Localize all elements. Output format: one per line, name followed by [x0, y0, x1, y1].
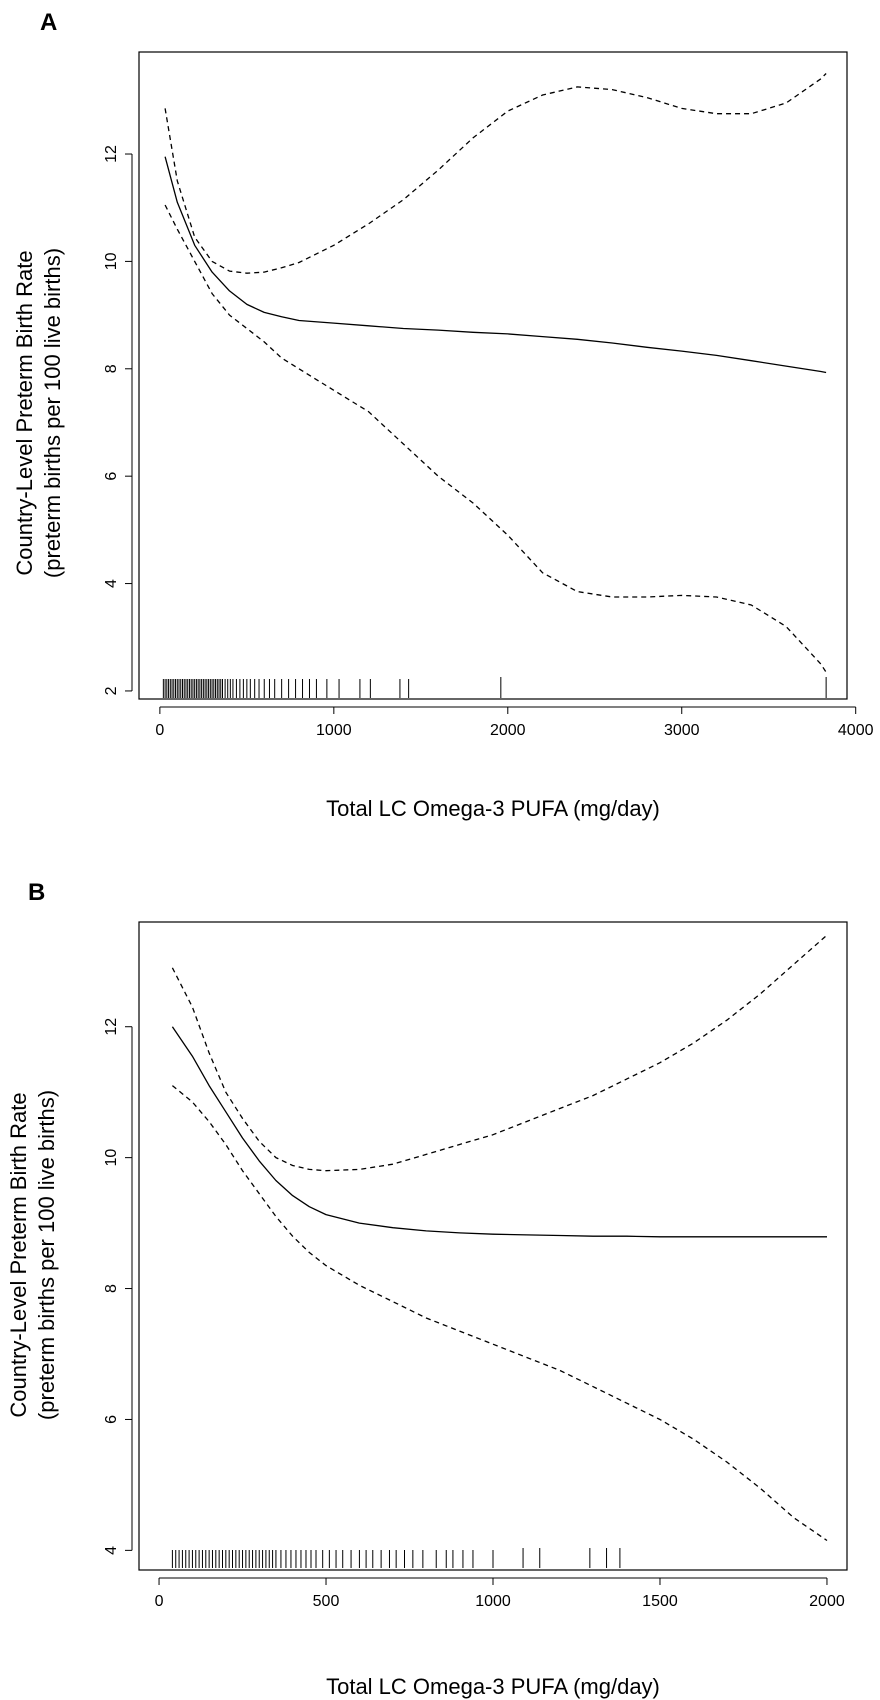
panel-b-x-tick-label: 0	[155, 1593, 164, 1610]
panel-b-y-tick-label: 8	[103, 1284, 120, 1293]
panel-b-x-tick-label: 1500	[642, 1593, 678, 1610]
panel-a-y-axis-title-line2: (preterm births per 100 live births)	[40, 248, 65, 578]
panel-b-lower-ci-line	[171, 1085, 828, 1542]
panel-b-plot-frame	[138, 921, 848, 1571]
panel-b-y-tick-label: 12	[103, 1018, 120, 1036]
panel-a-x-axis-title: Total LC Omega-3 PUFA (mg/day)	[326, 796, 660, 821]
panel-a-y-tick-label: 2	[103, 686, 120, 695]
panel-a-letter: A	[40, 9, 57, 36]
panel-b-x-tick-label: 500	[313, 1593, 340, 1610]
panel-b-x-tick-label: 1000	[475, 1593, 511, 1610]
panel-a-x-tick-label: 1000	[316, 722, 352, 739]
panel-b-y-axis-title-line2: (preterm births per 100 live births)	[34, 1090, 59, 1420]
panel-a-y-tick-label: 10	[103, 252, 120, 270]
panel-b-x-tick-label: 2000	[809, 1593, 845, 1610]
panel-a-y-tick-label: 4	[103, 579, 120, 588]
panel-a-plot-frame	[138, 51, 848, 700]
panel-b: B 4 6 8 10 12 0 500 1000 1500 2000 Total LC Omega…	[6, 879, 848, 1699]
panel-a-upper-ci-line	[164, 73, 827, 274]
panel-a-y-axis-title-line1: Country-Level Preterm Birth Rate	[12, 250, 37, 575]
panel-a-y-tick-label: 12	[103, 145, 120, 163]
panel-a-y-tick-label: 8	[103, 364, 120, 373]
panel-a-x-tick-label: 3000	[664, 722, 700, 739]
panel-a: A 2 4 6 8 10 12 0 1000 2000 3000 4000 Total LC Ome…	[12, 9, 874, 821]
panel-b-chart: 4 6 8 10 12 0 500 1000 1500 2000	[103, 934, 845, 1610]
panel-a-x-tick-label: 2000	[490, 722, 526, 739]
panel-b-y-tick-label: 4	[103, 1546, 120, 1555]
panel-b-y-tick-label: 6	[103, 1415, 120, 1424]
panel-a-chart: 2 4 6 8 10 12 0 1000 2000 3000 4000	[103, 73, 874, 739]
panel-a-estimate-line	[164, 156, 827, 374]
panel-b-x-axis-title: Total LC Omega-3 PUFA (mg/day)	[326, 1674, 660, 1699]
panel-b-letter: B	[28, 879, 45, 906]
panel-b-upper-ci-line	[171, 934, 828, 1172]
panel-a-x-tick-label: 4000	[838, 722, 874, 739]
panel-a-lower-ci-line	[164, 204, 827, 673]
panel-b-y-axis-title-line1: Country-Level Preterm Birth Rate	[6, 1092, 31, 1417]
panel-b-estimate-line	[171, 1026, 827, 1238]
panel-a-x-tick-label: 0	[155, 722, 164, 739]
panel-a-y-tick-label: 6	[103, 472, 120, 481]
panel-b-y-tick-label: 10	[103, 1149, 120, 1167]
